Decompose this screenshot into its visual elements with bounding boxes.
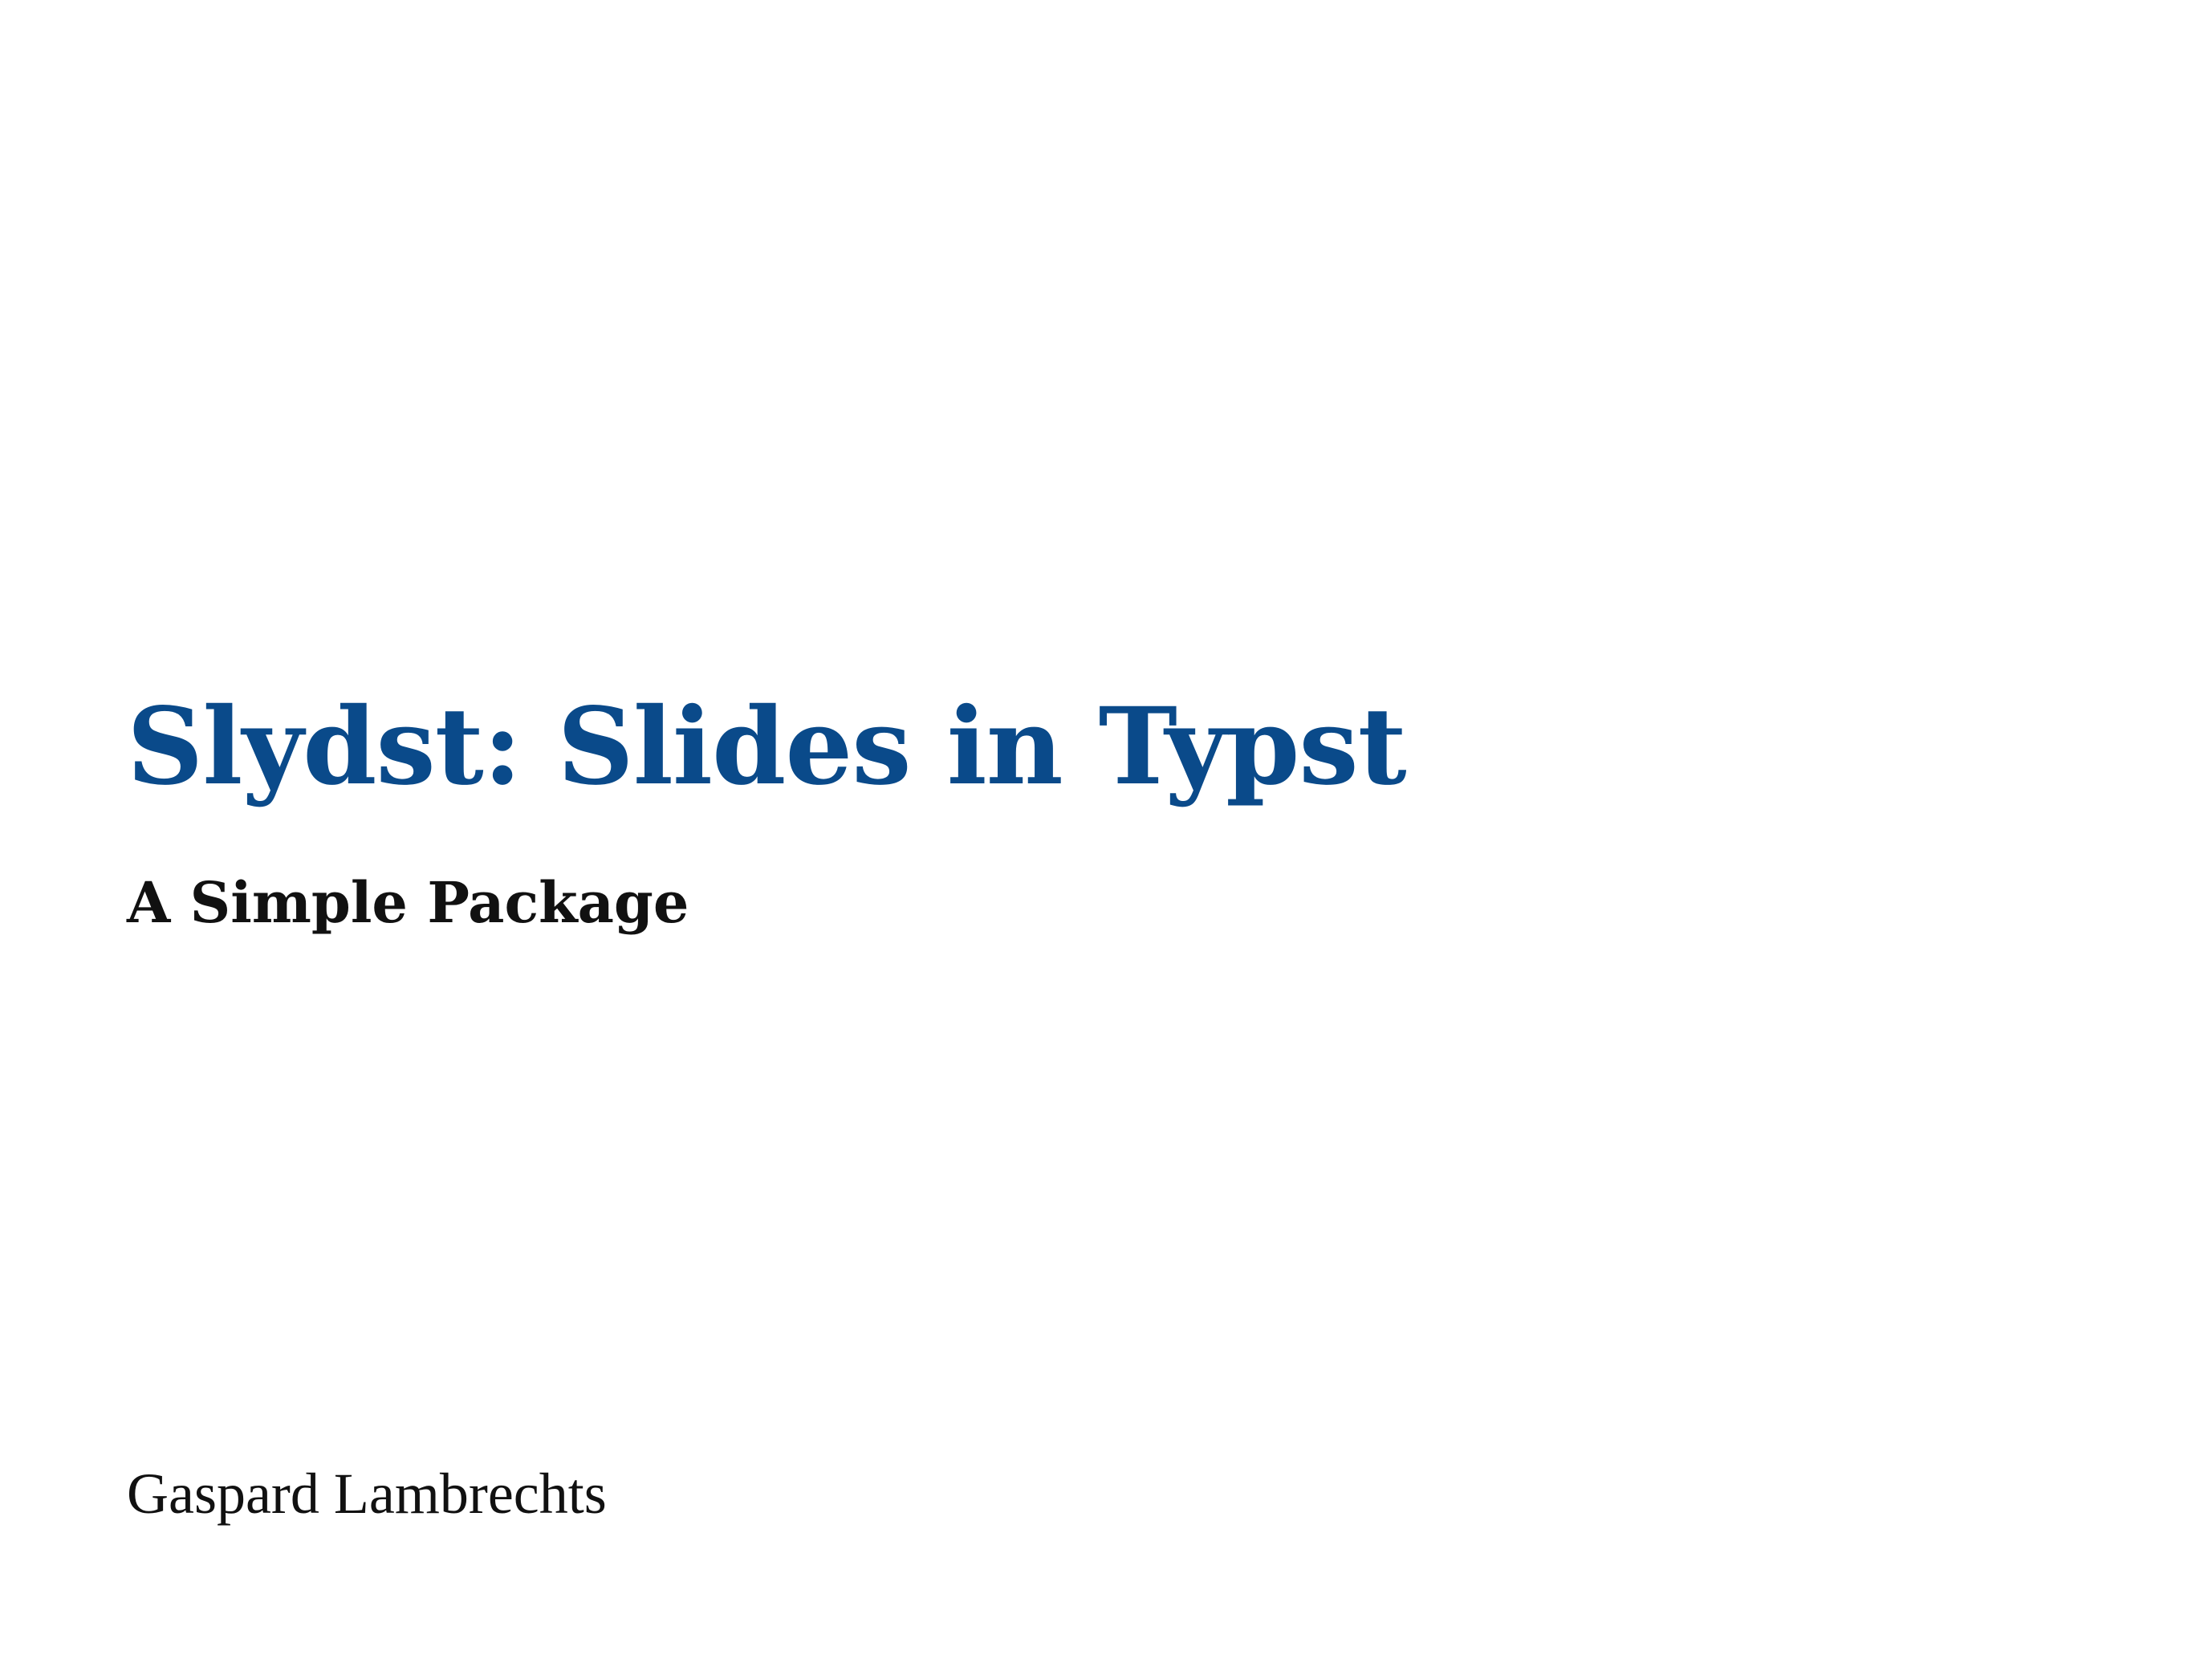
slide-author: Gaspard Lambrechts [127,1462,607,1526]
slide-subtitle: A Simple Package [127,869,689,936]
slide-title: Slydst: Slides in Typst [127,685,1407,809]
